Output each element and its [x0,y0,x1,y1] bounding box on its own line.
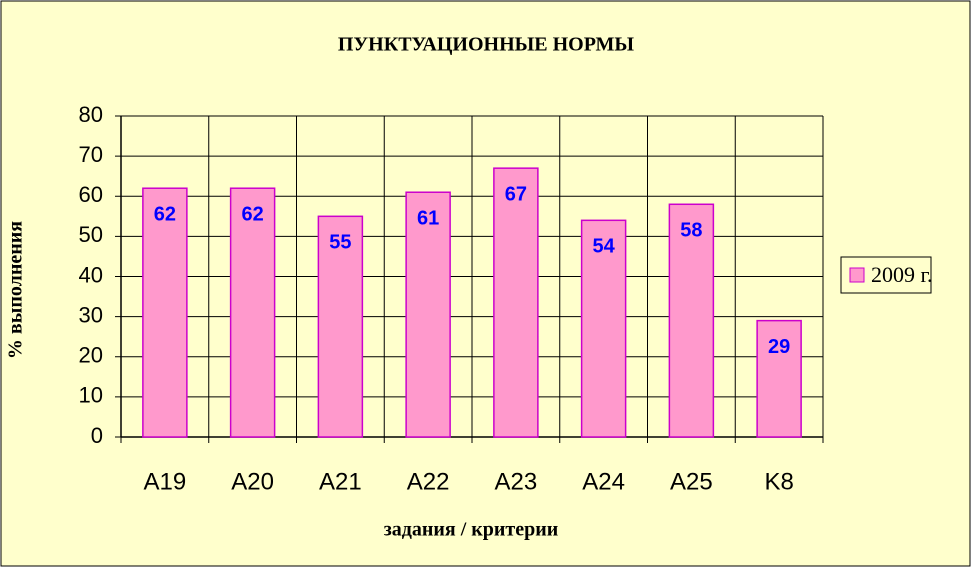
x-tick-label: A22 [407,468,450,495]
x-tick-label: A19 [144,468,187,495]
x-axis-label: задания / критерии [384,519,559,541]
bar [668,203,715,438]
y-tick-label: 70 [79,142,103,167]
y-tick-label: 0 [91,423,103,448]
y-tick-label: 40 [79,262,103,287]
bar [142,187,188,438]
value-label: 62 [154,204,176,226]
y-tick-label: 20 [79,343,103,368]
bar [317,215,364,438]
value-label: 54 [593,236,616,258]
y-axis-label-clip: % выполнения [5,221,27,359]
y-tick-label: 30 [79,302,103,327]
y-tick-label: 60 [79,182,103,207]
bar [405,191,451,438]
y-tick-label: 50 [79,222,103,247]
value-label: 55 [329,232,351,254]
legend-label: 2009 г. [871,262,933,287]
x-tick-label: A23 [495,468,538,495]
bar [756,319,802,438]
bar [493,167,539,438]
bar [580,219,627,438]
value-label: 29 [768,336,790,358]
x-tick-label: A20 [231,468,274,495]
bar [229,187,276,438]
x-tick-label: A21 [319,468,362,495]
y-axis-label: % выполнения [5,221,27,359]
value-label: 58 [680,220,702,242]
y-tick-label: 80 [79,102,103,127]
x-tick-label: A25 [670,468,713,495]
value-label: 61 [417,208,439,230]
y-tick-label: 10 [79,383,103,408]
value-label: 62 [242,204,264,226]
value-label: 67 [505,183,527,205]
legend-swatch [849,267,865,283]
chart-title: ПУНКТУАЦИОННЫЕ НОРМЫ [338,34,635,56]
x-tick-label: K8 [764,468,793,495]
x-tick-label: A24 [582,468,625,495]
